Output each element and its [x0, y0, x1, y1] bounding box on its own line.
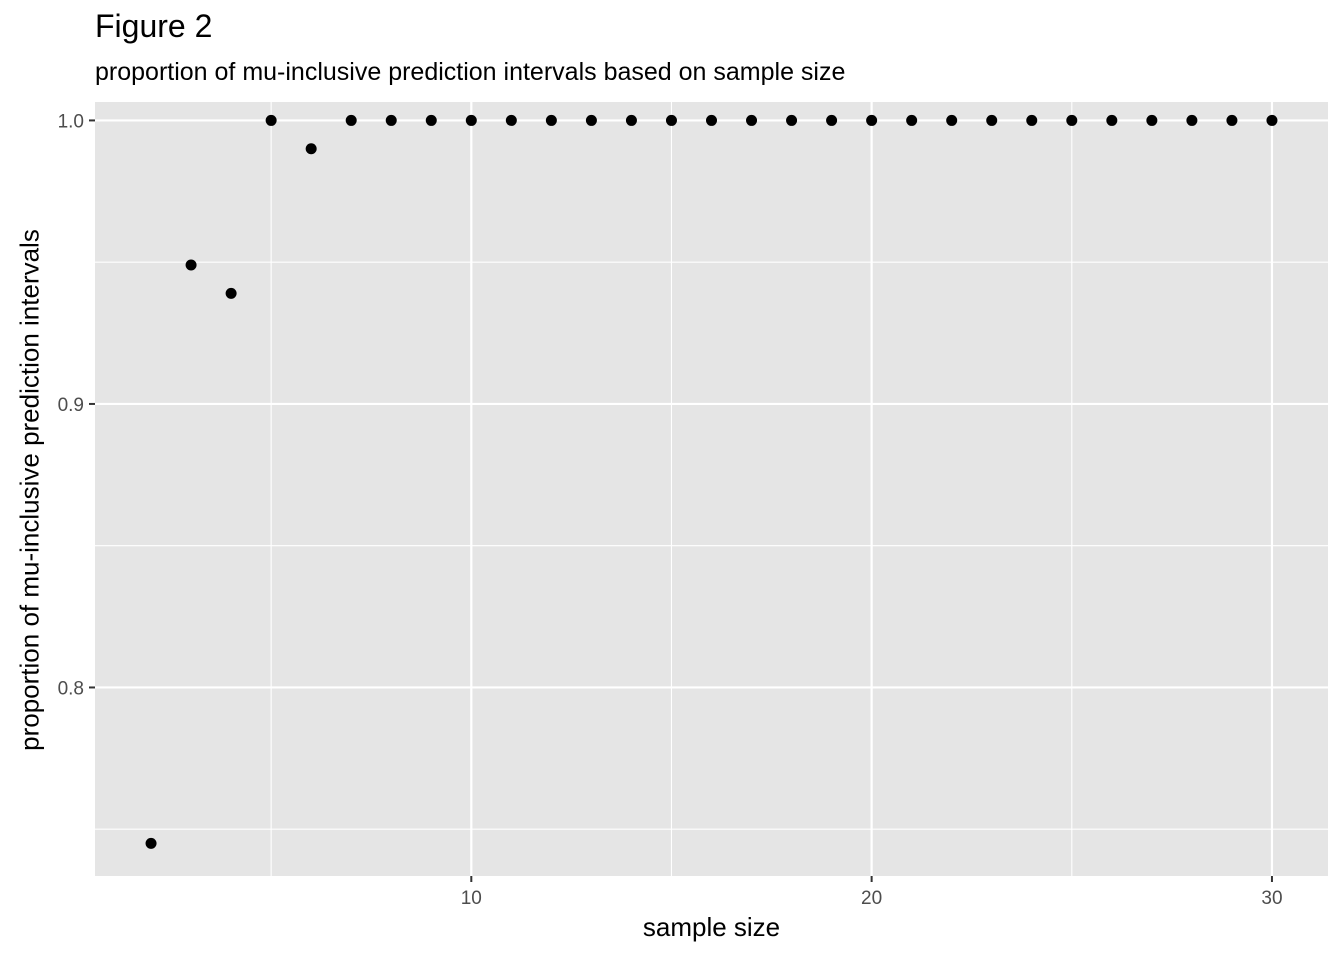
data-point — [1226, 114, 1238, 126]
x-axis-label: sample size — [642, 912, 781, 942]
data-point — [265, 114, 277, 126]
data-point — [1146, 114, 1158, 126]
data-point — [786, 114, 798, 126]
y-tick-label: 0.8 — [58, 678, 84, 699]
data-point — [145, 837, 157, 849]
data-point — [185, 259, 197, 271]
data-point — [345, 114, 357, 126]
data-points — [145, 114, 1278, 849]
plot-panel — [95, 102, 1328, 876]
chart-title: Figure 2 — [95, 8, 213, 44]
data-point — [625, 114, 637, 126]
y-tick-label: 1.0 — [58, 111, 84, 132]
data-point — [1026, 114, 1038, 126]
data-point — [425, 114, 437, 126]
data-point — [866, 114, 878, 126]
data-point — [986, 114, 998, 126]
data-point — [826, 114, 838, 126]
x-tick-label: 10 — [461, 888, 482, 909]
x-tick-label: 20 — [861, 888, 882, 909]
y-tick-label: 0.9 — [58, 395, 84, 416]
data-point — [465, 114, 477, 126]
data-point — [946, 114, 958, 126]
data-point — [505, 114, 517, 126]
axis-ticks: 10 20 30 0.8 0.9 1.0 — [58, 111, 1283, 909]
data-point — [585, 114, 597, 126]
data-point — [906, 114, 918, 126]
chart-subtitle: proportion of mu-inclusive prediction in… — [95, 58, 846, 86]
y-axis-label: proportion of mu-inclusive prediction in… — [14, 229, 45, 751]
data-point — [385, 114, 397, 126]
data-point — [1106, 114, 1118, 126]
data-point — [1186, 114, 1198, 126]
data-point — [225, 287, 237, 299]
data-point — [1066, 114, 1078, 126]
data-point — [305, 143, 317, 155]
x-tick-label: 30 — [1261, 888, 1282, 909]
data-point — [1266, 114, 1278, 126]
data-point — [746, 114, 758, 126]
data-point — [665, 114, 677, 126]
data-point — [545, 114, 557, 126]
data-point — [706, 114, 717, 126]
minor-gridlines — [95, 102, 1328, 876]
